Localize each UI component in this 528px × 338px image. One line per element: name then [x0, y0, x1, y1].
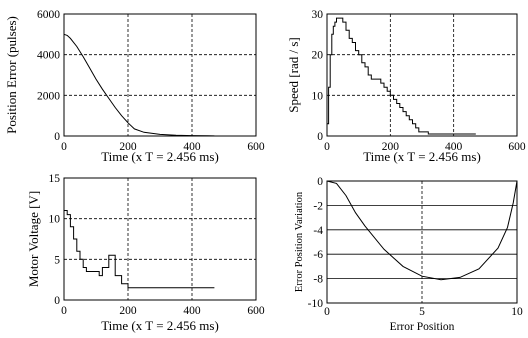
y-tick-label: 30: [312, 9, 324, 21]
x-axis-label: Time (x T = 2.456 ms): [101, 318, 219, 333]
y-tick-label: 15: [49, 173, 61, 185]
data-series: [64, 210, 215, 289]
x-tick-label: 600: [508, 141, 526, 153]
subplot-motor-voltage: 0 200 400 600 0 5 10 15 Time (x T = 2.456 ms) M…: [26, 173, 265, 333]
y-axis-label: Position Error (pulses): [4, 16, 19, 134]
series-line: [326, 180, 518, 281]
x-tick-label: 200: [119, 141, 137, 153]
series-line: [327, 17, 476, 135]
y-tick-label: 0: [317, 176, 323, 188]
series-line: [63, 33, 215, 137]
x-tick-label: 400: [445, 141, 463, 153]
y-tick-label: 0: [317, 131, 323, 143]
y-tick-label: 10: [49, 214, 61, 226]
tick-labels: 0 5 10 0 -2 -4 -6 -8 -10: [308, 176, 523, 318]
y-tick-label: 0: [54, 131, 60, 143]
x-tick-label: 10: [511, 306, 523, 318]
axes-box: [326, 180, 518, 304]
x-tick-label: 400: [183, 141, 201, 153]
axes-box: [63, 177, 257, 301]
x-axis-label: Error Position: [390, 321, 455, 333]
x-tick-label: 200: [382, 141, 400, 153]
y-tick-label: -6: [313, 249, 323, 261]
axes-box: [63, 13, 257, 137]
y-axis-label: Error Position Variation: [294, 191, 305, 292]
series-line: [64, 210, 215, 289]
grid-lines: [327, 14, 517, 136]
data-series: [327, 17, 476, 135]
y-tick-label: -8: [313, 274, 323, 286]
y-axis-label: Motor Voltage [V]: [26, 191, 41, 287]
x-tick-label: 400: [183, 305, 201, 317]
y-tick-label: -2: [313, 200, 323, 212]
y-tick-label: 2000: [37, 90, 60, 102]
tick-labels: 0 200 400 600 0 10 20 30: [312, 9, 526, 153]
x-tick-label: 0: [61, 141, 67, 153]
x-tick-label: 0: [61, 305, 67, 317]
x-tick-label: 200: [119, 305, 137, 317]
x-tick-label: 600: [247, 141, 265, 153]
tick-labels: 0 200 400 600 0 5 10 15: [49, 173, 265, 317]
y-tick-label: -10: [308, 298, 324, 310]
grid-lines: [327, 181, 517, 303]
data-series: [326, 180, 518, 281]
y-tick-label: 10: [312, 90, 324, 102]
x-tick-label: 0: [324, 141, 330, 153]
y-tick-label: 4000: [37, 50, 60, 62]
x-tick-label: 0: [324, 306, 330, 318]
x-axis-label: Time (x T = 2.456 ms): [363, 149, 481, 164]
x-tick-label: 5: [419, 306, 425, 318]
y-tick-label: 5: [54, 254, 60, 266]
y-tick-label: -4: [313, 225, 323, 237]
y-axis-label: Speed [rad / s]: [286, 37, 301, 112]
x-tick-label: 600: [247, 305, 265, 317]
y-tick-label: 6000: [37, 9, 60, 21]
subplot-error-variation: 0 5 10 0 -2 -4 -6 -8 -10 Error Position Error Po…: [294, 176, 523, 333]
x-axis-label: Time (x T = 2.456 ms): [101, 149, 219, 164]
y-tick-label: 20: [312, 50, 324, 62]
y-tick-label: 0: [54, 295, 60, 307]
grid-lines: [64, 178, 256, 300]
axes-box: [326, 13, 518, 137]
data-series: [63, 33, 215, 137]
grid-lines: [64, 14, 256, 136]
